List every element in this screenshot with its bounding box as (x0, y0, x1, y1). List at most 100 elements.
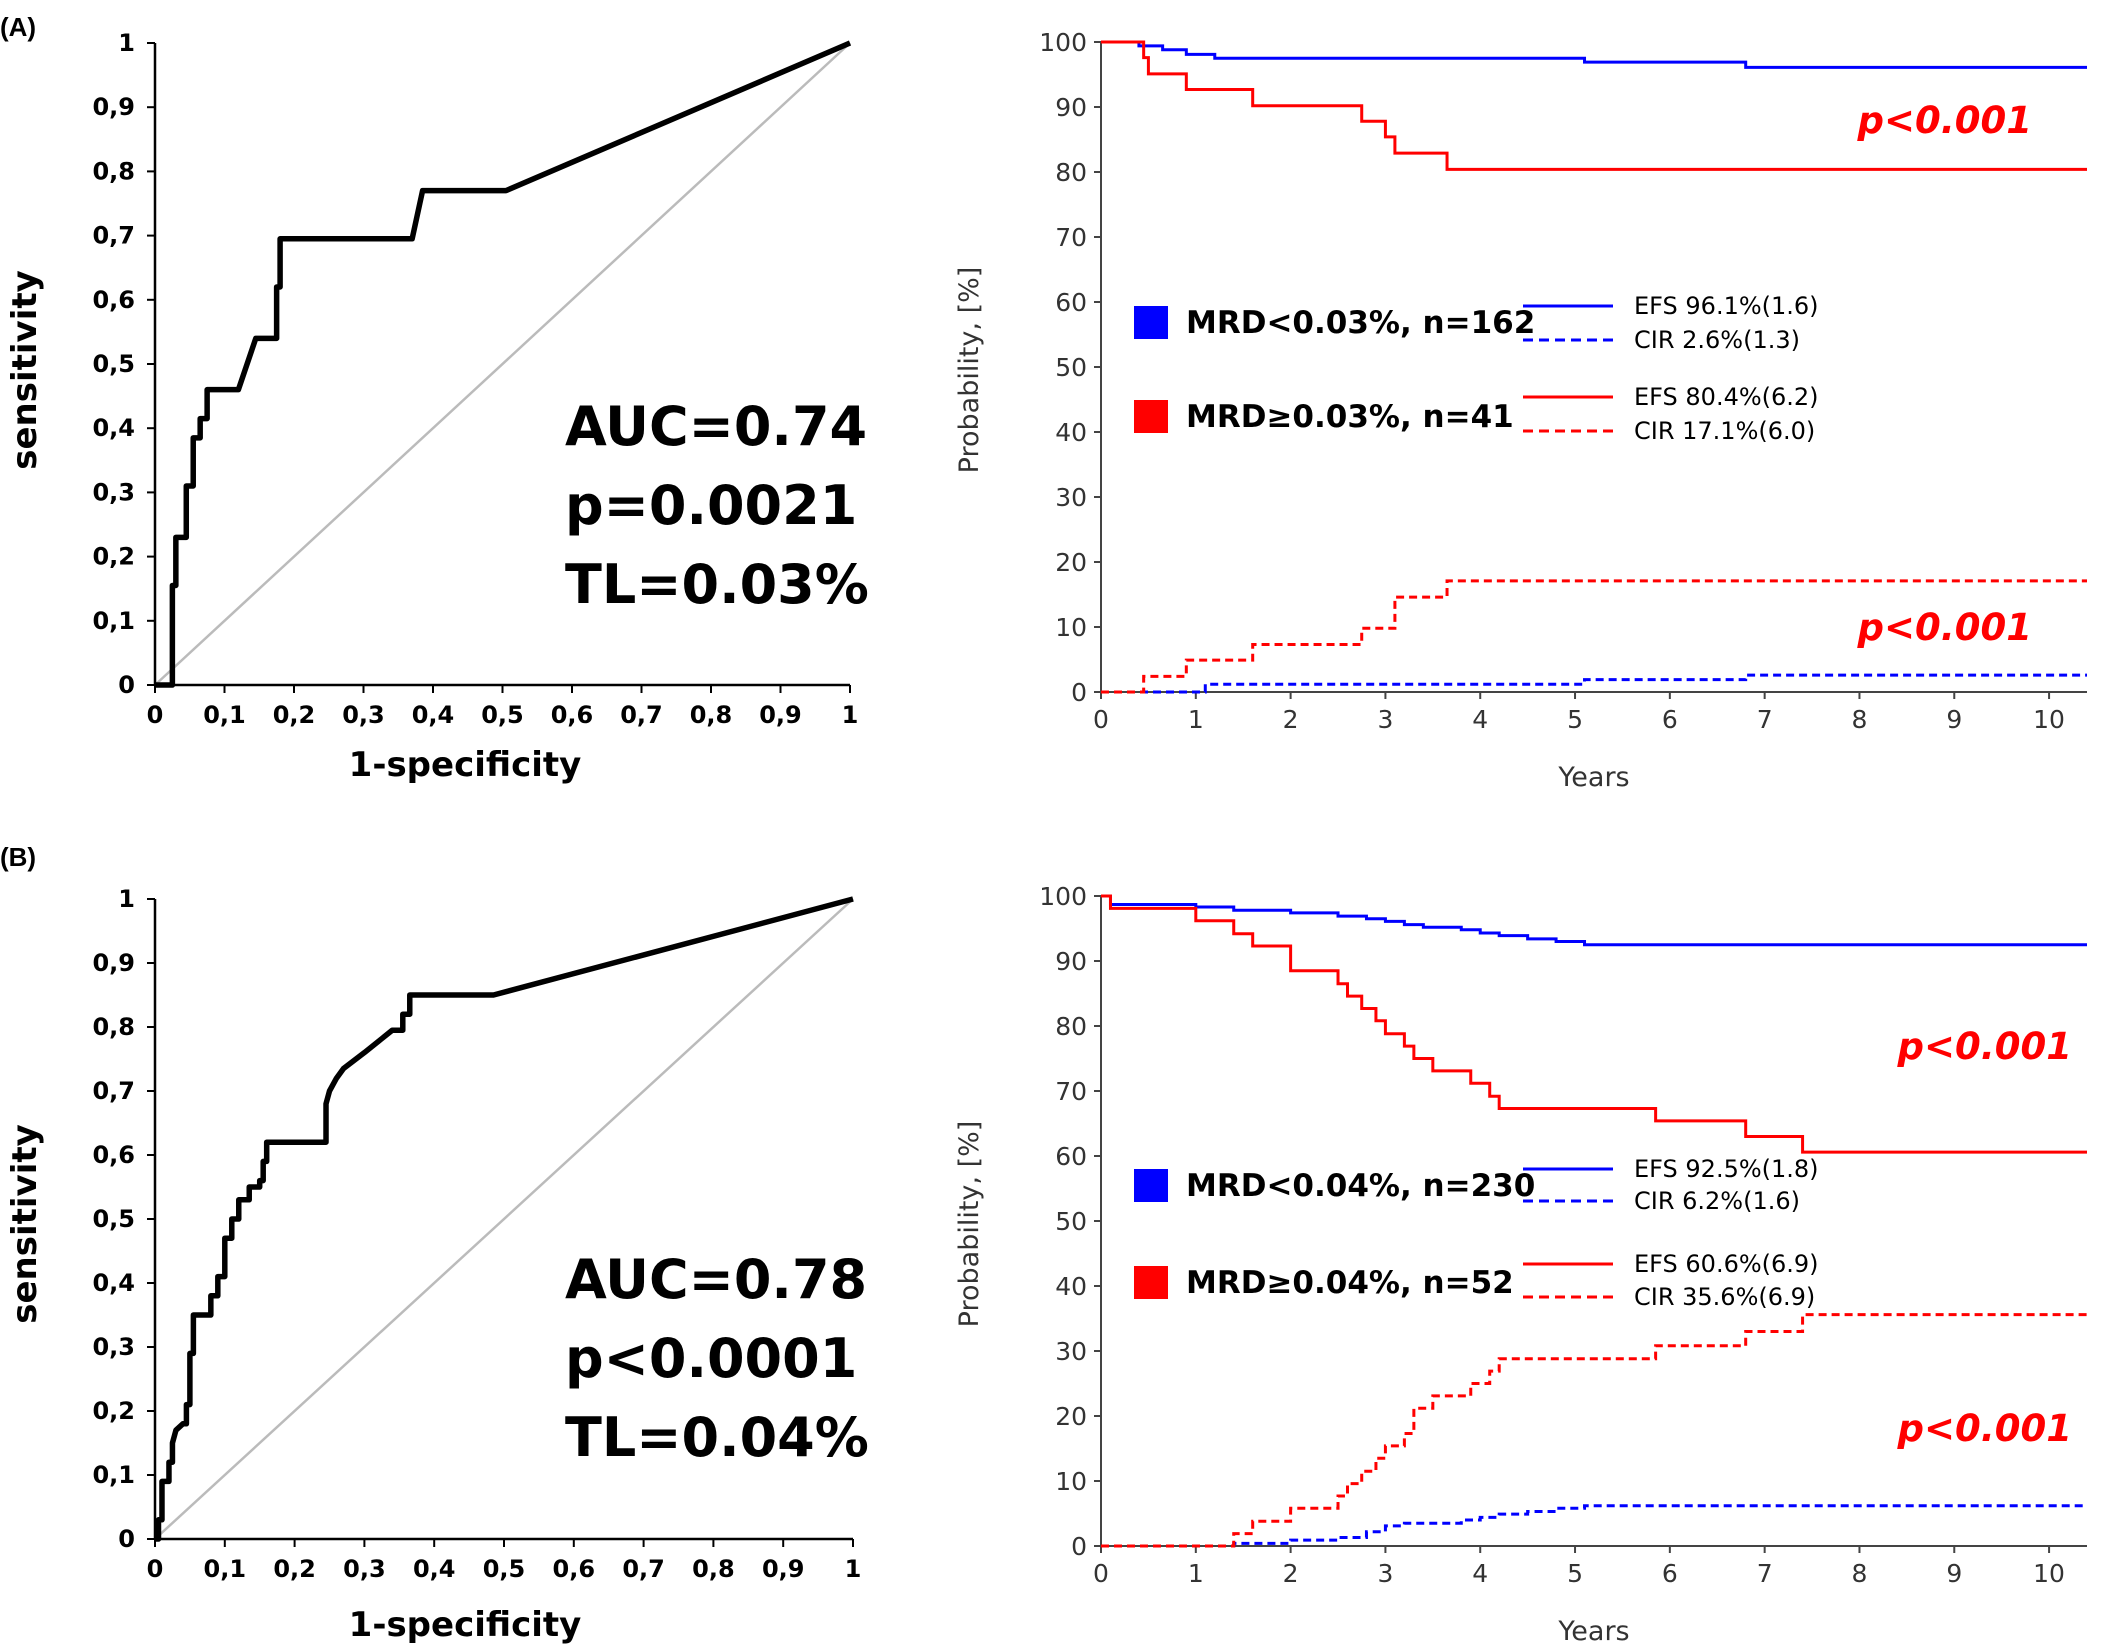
roc-a-y-tick-label: 0,6 (92, 286, 135, 314)
roc-b-x-tick-label: 0,4 (413, 1555, 456, 1583)
km-a-group1-label: MRD<0.03%, n=162 (1186, 305, 1535, 341)
km-b-group2-label: MRD≥0.04%, n=52 (1186, 1265, 1514, 1301)
roc-a-y-tick-label: 0,5 (92, 350, 135, 378)
km-b-group2-swatch (1134, 1266, 1168, 1299)
roc-b-x-tick-label: 0,1 (204, 1555, 247, 1583)
roc-a-x-tick-label: 0,8 (690, 701, 733, 729)
km-b-series-efs-blue (1101, 894, 2087, 947)
roc-b-x-tick-label: 0,8 (692, 1555, 735, 1583)
km-a-x-tick-label: 10 (2033, 705, 2065, 734)
km-b-x-tick-label: 10 (2033, 1559, 2065, 1588)
km-a-ylabel: Probability, [%] (954, 267, 985, 474)
km-b-y-tick-label: 10 (1055, 1467, 1087, 1496)
km-b-y-tick-label: 60 (1055, 1142, 1087, 1171)
roc-b-ylabel: sensitivity (5, 1124, 45, 1324)
roc-a-y-tick-label: 0,1 (92, 607, 135, 635)
roc-b-tl: TL=0.04% (565, 1406, 869, 1469)
roc-a-x-tick-label: 0 (147, 701, 164, 729)
roc-chart-a: 1-specificity sensitivity AUC=0.74 p=0.0… (5, 29, 869, 785)
roc-a-ylabel: sensitivity (5, 270, 45, 470)
km-a-x-tick-label: 8 (1852, 705, 1868, 734)
km-b-y-tick-label: 20 (1055, 1402, 1087, 1431)
km-b-y-tick-label: 70 (1055, 1077, 1087, 1106)
km-a-y-tick-label: 90 (1055, 93, 1087, 122)
km-a-group2-label: MRD≥0.03%, n=41 (1186, 399, 1514, 435)
km-b-x-tick-label: 5 (1567, 1559, 1583, 1588)
km-a-leg-efs1: EFS 96.1%(1.6) (1634, 292, 1819, 320)
roc-a-reference-line (154, 42, 851, 686)
roc-a-x-tick-label: 0,3 (342, 701, 385, 729)
roc-a-x-tick-label: 0,2 (273, 701, 316, 729)
km-a-y-tick-label: 70 (1055, 223, 1087, 252)
km-b-x-tick-label: 1 (1188, 1559, 1204, 1588)
km-b-y-tick-label: 80 (1055, 1012, 1087, 1041)
km-a-x-tick-label: 3 (1377, 705, 1393, 734)
km-a-leg-efs2: EFS 80.4%(6.2) (1634, 383, 1819, 411)
km-a-x-tick-label: 4 (1472, 705, 1488, 734)
km-b-x-tick-label: 8 (1852, 1559, 1868, 1588)
km-b-leg-efs2: EFS 60.6%(6.9) (1634, 1250, 1819, 1278)
roc-a-y-tick-label: 0,9 (92, 93, 135, 121)
km-b-series-cir-blue (1101, 1504, 2087, 1548)
km-a-x-tick-label: 6 (1662, 705, 1678, 734)
km-b-y-tick-label: 50 (1055, 1207, 1087, 1236)
km-b-ylabel: Probability, [%] (954, 1121, 985, 1328)
km-a-x-tick-label: 9 (1946, 705, 1962, 734)
roc-a-pvalue: p=0.0021 (565, 474, 857, 537)
roc-b-y-tick-label: 0,5 (92, 1205, 135, 1233)
panel-label-a: (A) (0, 12, 36, 42)
roc-b-y-tick-label: 0,7 (92, 1077, 135, 1105)
km-b-x-tick-label: 4 (1472, 1559, 1488, 1588)
roc-a-y-tick-label: 0,4 (92, 414, 135, 442)
roc-b-xlabel: 1-specificity (349, 1605, 582, 1645)
km-b-x-tick-label: 6 (1662, 1559, 1678, 1588)
km-b-x-tick-label: 2 (1283, 1559, 1299, 1588)
roc-b-y-tick-label: 0,3 (92, 1333, 135, 1361)
km-b-x-tick-label: 3 (1377, 1559, 1393, 1588)
km-b-y-tick-label: 100 (1039, 882, 1087, 911)
km-a-pvalue-cir: p<0.001 (1856, 606, 2032, 649)
km-b-pvalue-efs: p<0.001 (1896, 1025, 2072, 1068)
km-a-y-tick-label: 50 (1055, 353, 1087, 382)
km-a-y-tick-label: 0 (1071, 678, 1087, 707)
km-b-x-tick-label: 7 (1757, 1559, 1773, 1588)
km-b-leg-efs1: EFS 92.5%(1.8) (1634, 1155, 1819, 1183)
roc-a-x-tick-label: 1 (842, 701, 859, 729)
km-a-leg-cir1: CIR 2.6%(1.3) (1634, 326, 1800, 354)
roc-b-y-tick-label: 0,4 (92, 1269, 135, 1297)
roc-a-y-tick-label: 0,3 (92, 478, 135, 506)
km-b-xlabel: Years (1557, 1616, 1629, 1647)
roc-b-y-tick-label: 0,9 (92, 949, 135, 977)
km-b-x-tick-label: 9 (1946, 1559, 1962, 1588)
roc-b-x-tick-label: 0,6 (553, 1555, 596, 1583)
roc-a-y-tick-label: 0 (118, 671, 135, 699)
km-b-y-tick-label: 90 (1055, 947, 1087, 976)
km-a-x-tick-label: 2 (1283, 705, 1299, 734)
roc-b-pvalue: p<0.0001 (565, 1327, 857, 1390)
roc-a-x-tick-label: 0,1 (203, 701, 246, 729)
roc-a-xlabel: 1-specificity (349, 745, 582, 785)
km-chart-b: Years Probability, [%] MRD<0.04%, n=230 … (954, 882, 2087, 1647)
km-b-leg-cir1: CIR 6.2%(1.6) (1634, 1187, 1800, 1215)
km-b-y-tick-label: 40 (1055, 1272, 1087, 1301)
km-a-y-tick-label: 20 (1055, 548, 1087, 577)
km-chart-a: Years Probability, [%] MRD<0.03%, n=162 … (954, 28, 2087, 793)
roc-b-y-tick-label: 0,2 (92, 1397, 135, 1425)
roc-b-x-tick-label: 0,3 (343, 1555, 386, 1583)
km-a-group1-swatch (1134, 306, 1168, 339)
km-a-series-efs-red (1101, 40, 2087, 171)
km-a-y-tick-label: 100 (1039, 28, 1087, 57)
roc-b-x-tick-label: 0,2 (273, 1555, 316, 1583)
roc-a-x-tick-label: 0,4 (412, 701, 455, 729)
roc-b-curve (155, 896, 854, 1542)
roc-a-tl: TL=0.03% (565, 553, 869, 616)
roc-b-y-tick-label: 0,6 (92, 1141, 135, 1169)
roc-b-x-tick-label: 0,9 (762, 1555, 805, 1583)
km-a-y-tick-label: 60 (1055, 288, 1087, 317)
roc-a-y-tick-label: 1 (118, 29, 135, 57)
km-a-group2-swatch (1134, 400, 1168, 433)
km-a-y-tick-label: 40 (1055, 418, 1087, 447)
roc-a-y-tick-label: 0,7 (92, 222, 135, 250)
roc-b-auc: AUC=0.78 (565, 1248, 867, 1311)
